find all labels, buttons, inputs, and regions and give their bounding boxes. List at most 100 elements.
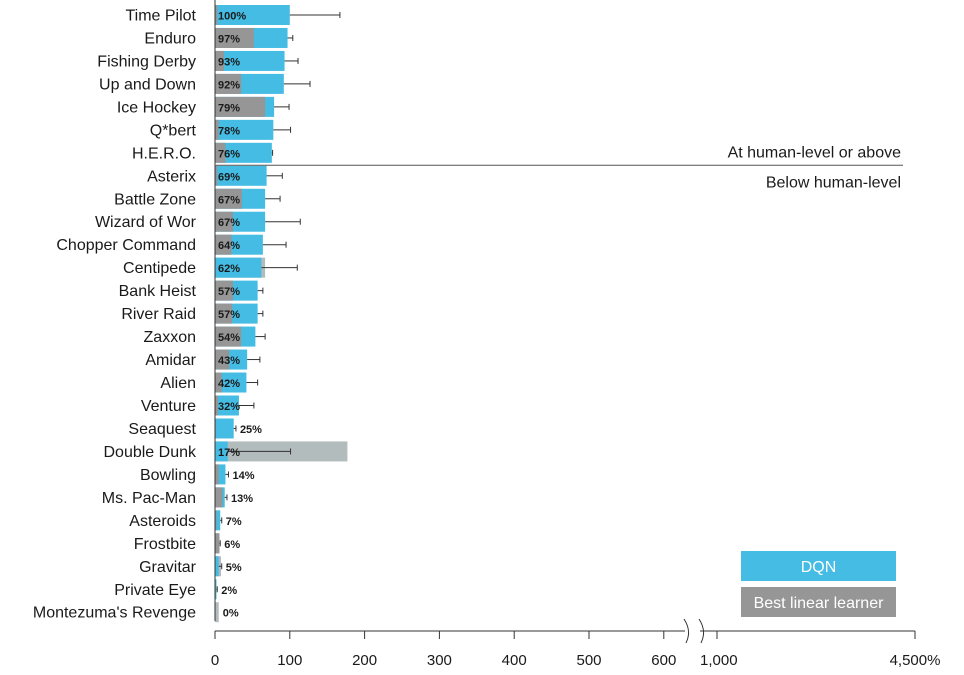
x-tick-label-5: 500: [576, 652, 601, 669]
dqn-bar-seaquest: [215, 418, 234, 439]
game-label-double-dunk: Double Dunk: [104, 444, 198, 461]
linear-bar-fishing-derby: [215, 50, 224, 71]
x-tick-label-1: 100: [277, 652, 302, 669]
legend-dqn-swatch: [741, 551, 896, 581]
value-label-zaxxon: 54%: [218, 332, 240, 344]
value-label-chopper-command: 64%: [218, 240, 240, 252]
dqn-bar-bowling: [215, 464, 226, 485]
dqn-bar-centipede: [215, 257, 262, 278]
legend-linear-swatch: [741, 587, 896, 617]
value-label-river-raid: 57%: [218, 309, 240, 321]
annotation-above-human: At human-level or above: [728, 144, 902, 161]
linear-bar-montezuma-s-revenge: [215, 602, 219, 623]
value-label-seaquest: 25%: [240, 424, 262, 436]
x-tick-label-8: 4,500%: [890, 652, 941, 669]
value-label-private-eye: 2%: [221, 585, 237, 597]
game-label-frostbite: Frostbite: [134, 536, 196, 553]
game-label-private-eye: Private Eye: [114, 582, 196, 599]
value-label-up-and-down: 92%: [218, 79, 240, 91]
value-label-gravitar: 5%: [226, 562, 242, 574]
game-label-h-e-r-o: H.E.R.O.: [132, 145, 196, 162]
value-label-time-pilot: 100%: [218, 11, 246, 23]
game-label-enduro: Enduro: [144, 30, 196, 47]
linear-bar-frostbite: [215, 533, 220, 554]
game-label-asteroids: Asteroids: [129, 513, 196, 530]
game-label-battle-zone: Battle Zone: [114, 191, 196, 208]
game-label-q-bert: Q*bert: [150, 122, 197, 139]
game-label-alien: Alien: [160, 375, 196, 392]
value-label-battle-zone: 67%: [218, 194, 240, 206]
value-label-alien: 42%: [218, 378, 240, 390]
linear-bar-time-pilot: [215, 5, 218, 25]
dqn-bar-q-bert: [215, 119, 274, 140]
game-label-amidar: Amidar: [145, 352, 196, 369]
linear-bar-enduro: [215, 27, 254, 48]
value-label-fishing-derby: 93%: [218, 56, 240, 68]
linear-bar-q-bert: [215, 119, 219, 140]
dqn-bar-asterix: [215, 165, 267, 186]
legend-linear-label: Best linear learner: [754, 595, 885, 612]
value-label-ms-pac-man: 13%: [231, 493, 253, 505]
linear-bar-alien: [215, 372, 222, 393]
value-label-ice-hockey: 79%: [218, 102, 240, 114]
value-label-wizard-of-wor: 67%: [218, 217, 240, 229]
game-label-bowling: Bowling: [140, 467, 196, 484]
value-label-montezuma-s-revenge: 0%: [223, 608, 239, 620]
linear-bar-up-and-down: [215, 73, 242, 94]
linear-bar-battle-zone: [215, 188, 242, 209]
value-label-asterix: 69%: [218, 171, 240, 183]
value-label-frostbite: 6%: [224, 539, 240, 551]
game-label-zaxxon: Zaxxon: [144, 329, 196, 346]
value-label-centipede: 62%: [218, 263, 240, 275]
game-labels: Time Pilot Enduro Fishing Derby Up and Down…: [33, 8, 197, 622]
value-label-bowling: 14%: [232, 470, 254, 482]
dqn-bar-fishing-derby: [215, 50, 285, 71]
linear-bar-asterix: [215, 165, 218, 186]
value-label-double-dunk: 17%: [218, 447, 240, 459]
game-label-time-pilot: Time Pilot: [125, 8, 196, 25]
linear-bar-h-e-r-o: [215, 142, 226, 163]
dqn-bar-venture: [215, 395, 239, 416]
value-label-bank-heist: 57%: [218, 286, 240, 298]
game-label-bank-heist: Bank Heist: [119, 283, 197, 300]
dqn-bar-h-e-r-o: [215, 142, 272, 163]
dqn-bar-alien: [215, 372, 247, 393]
annotation-below-human: Below human-level: [766, 174, 901, 191]
linear-bar-chopper-command: [215, 234, 232, 255]
game-label-up-and-down: Up and Down: [99, 76, 196, 93]
game-label-asterix: Asterix: [147, 168, 196, 185]
bars-layer: 100% 97% 93% 92% 79% 78% 76% 69% 67% 67% 64% 62% 57%…: [214, 0, 348, 623]
game-label-gravitar: Gravitar: [139, 559, 197, 576]
x-tick-label-6: 600: [651, 652, 676, 669]
value-label-venture: 32%: [218, 401, 240, 413]
game-label-montezuma-s-revenge: Montezuma's Revenge: [33, 605, 196, 622]
game-label-wizard-of-wor: Wizard of Wor: [95, 214, 197, 231]
game-label-ice-hockey: Ice Hockey: [117, 99, 196, 116]
axis-break-right: [698, 618, 705, 644]
linear-bar-zaxxon: [215, 326, 242, 347]
linear-bar-venture: [215, 395, 218, 416]
game-label-chopper-command: Chopper Command: [56, 237, 196, 254]
linear-bar-amidar: [215, 349, 230, 370]
legend-dqn-label: DQN: [801, 559, 837, 576]
game-label-centipede: Centipede: [123, 260, 196, 277]
linear-bar-ice-hockey: [215, 96, 266, 117]
axis-break-left: [683, 618, 690, 644]
game-label-river-raid: River Raid: [121, 306, 196, 323]
value-label-h-e-r-o: 76%: [218, 148, 240, 160]
x-tick-label-3: 300: [427, 652, 452, 669]
dqn-bar-double-dunk: [215, 441, 228, 462]
linear-bar-river-raid: [215, 303, 233, 324]
dqn-bar-time-pilot: [215, 5, 290, 25]
legend: DQN Best linear learner: [741, 551, 896, 617]
human-level-threshold: At human-level or above Below human-leve…: [215, 144, 903, 191]
game-label-seaquest: Seaquest: [128, 421, 196, 438]
linear-bar-bank-heist: [215, 280, 233, 301]
x-tick-label-4: 400: [502, 652, 527, 669]
linear-bar-asteroids: [215, 510, 217, 531]
value-label-q-bert: 78%: [218, 125, 240, 137]
value-label-asteroids: 7%: [226, 516, 242, 528]
linear-bar-ms-pac-man: [215, 487, 223, 508]
value-label-enduro: 97%: [218, 33, 240, 45]
